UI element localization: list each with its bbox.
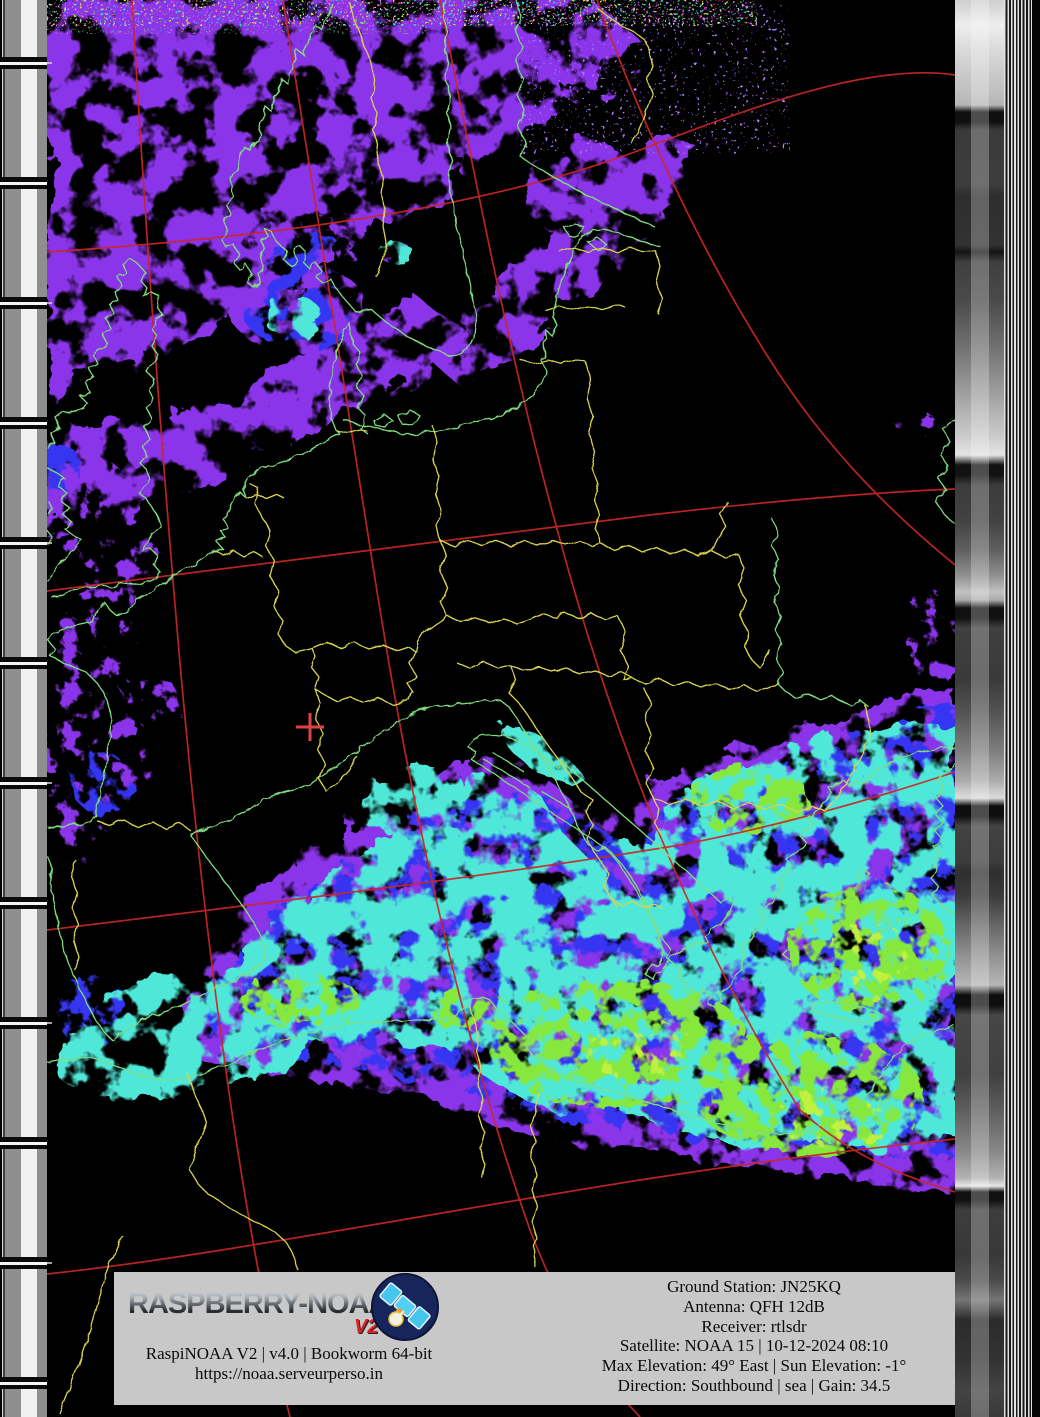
noise-specks-blue xyxy=(520,4,790,154)
telemetry-center-stripe xyxy=(971,0,989,1417)
ground-station-line: Ground Station: JN25KQ xyxy=(667,1277,841,1296)
apt-sync-stripes-right xyxy=(1004,0,1032,1417)
cloud-layer-green-bright xyxy=(585,920,910,1150)
elevation-line: Max Elevation: 49° East | Sun Elevation:… xyxy=(601,1356,907,1376)
satellite-line: Satellite: NOAA 15 | 10-12-2024 08:10 xyxy=(619,1336,889,1356)
logo-version: V2 xyxy=(354,1316,379,1338)
antenna-line: Antenna: QFH 12dB xyxy=(683,1296,825,1316)
minute-ticks xyxy=(47,62,52,1264)
raspberry-noaa-logo: RASPBERRY-NOAA V2 xyxy=(122,1273,456,1344)
country-borders xyxy=(59,1,871,1415)
receiver-line: Receiver: rtlsdr xyxy=(701,1316,807,1336)
ground-station-marker xyxy=(296,713,324,741)
footer-right-column: Ground Station: JN25KQ Antenna: QFH 12dB… xyxy=(514,1277,994,1396)
right-edge-black xyxy=(1032,0,1040,1417)
noise-strip-2 xyxy=(47,22,427,34)
footer-version-line: RaspiNOAA V2 | v4.0 | Bookworm 64-bit xyxy=(145,1344,433,1363)
coastlines xyxy=(47,0,955,1135)
footer-banner: RASPBERRY-NOAA V2 RaspiNOAA V2 | v4.0 | … xyxy=(114,1272,955,1405)
apt-sync-bar-left xyxy=(0,0,47,1417)
logo-title: RASPBERRY-NOAA xyxy=(128,1288,389,1320)
telemetry-wedges-right xyxy=(955,0,1004,1417)
footer-left-column: RASPBERRY-NOAA V2 RaspiNOAA V2 | v4.0 | … xyxy=(122,1273,456,1384)
direction-line: Direction: Southbound | sea | Gain: 34.5 xyxy=(617,1375,891,1395)
satellite-logo-icon xyxy=(371,1273,439,1341)
weather-map xyxy=(47,0,955,1417)
footer-url[interactable]: https://noaa.serveurperso.in xyxy=(195,1363,383,1383)
